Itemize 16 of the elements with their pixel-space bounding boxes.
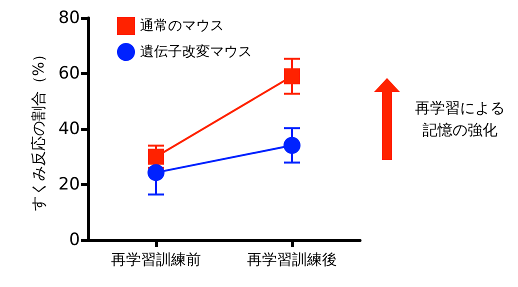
legend-label: 遺伝子改変マウス — [140, 44, 252, 60]
legend-label: 通常のマウス — [140, 18, 224, 34]
y-tick-label: 40 — [58, 119, 80, 139]
text: 記憶の強化 — [422, 121, 498, 139]
x-tick-label: 再学習訓練前 — [111, 250, 201, 268]
point — [148, 164, 164, 182]
x-tick-label: 再学習訓練後 — [247, 250, 337, 268]
text: 再学習による — [415, 99, 505, 117]
y-tick-label: 80 — [58, 8, 80, 28]
point — [284, 136, 300, 154]
y-tick-label: 60 — [58, 64, 80, 84]
y-tick-label: 0 — [69, 230, 80, 250]
y-axis-title: すくみ反応の割合（%） — [30, 46, 48, 212]
point — [284, 68, 300, 84]
y-tick-label: 20 — [58, 174, 80, 194]
point — [148, 148, 164, 165]
